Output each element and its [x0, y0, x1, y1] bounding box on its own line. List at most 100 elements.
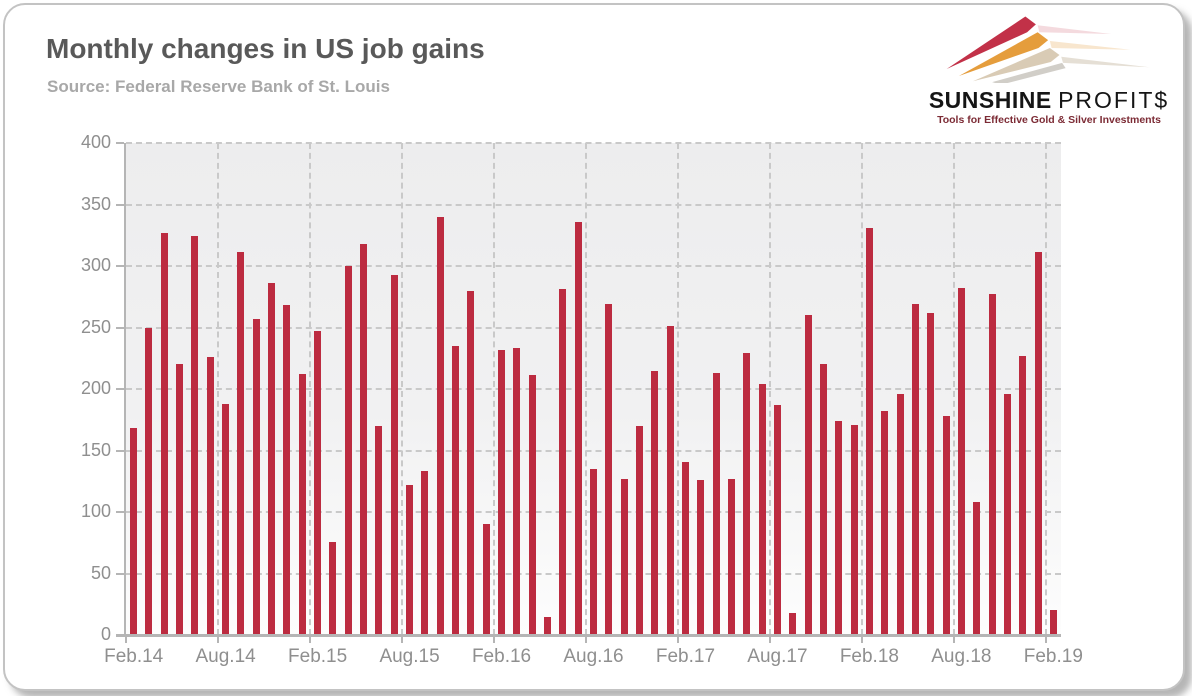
gridline-x: [216, 143, 219, 635]
bar-Jan.18: [850, 424, 858, 635]
gridline-y-300: [126, 265, 1061, 267]
bar-Feb.15: [314, 331, 322, 635]
gridline-x: [860, 143, 863, 635]
bar-Mar.17: [697, 480, 705, 635]
x-tick: [676, 635, 679, 643]
bar-Jun.14: [191, 236, 199, 635]
x-tick: [492, 635, 495, 643]
bar-May.14: [176, 364, 184, 635]
source-caption: Source: Federal Reserve Bank of St. Loui…: [47, 77, 390, 96]
x-tick: [308, 635, 311, 643]
x-tick: [1044, 635, 1047, 643]
bar-Aug.17: [773, 405, 781, 635]
x-tick-label: Aug.16: [563, 646, 624, 667]
bar-Aug.15: [406, 484, 414, 635]
bar-Apr.15: [344, 266, 352, 635]
y-tick-100: [116, 511, 124, 513]
bar-Mar.15: [329, 541, 337, 635]
y-tick-250: [116, 326, 124, 329]
x-tick: [584, 635, 587, 643]
bar-Jun.17: [743, 353, 751, 635]
bar-Dec.17: [835, 420, 843, 635]
x-tick-label: Aug.18: [931, 646, 992, 667]
bar-Oct.17: [804, 315, 812, 635]
bar-Jun.15: [375, 425, 383, 635]
bar-Jul.18: [942, 416, 950, 635]
y-tick-label: 150: [80, 439, 111, 460]
bar-Mar.16: [513, 348, 521, 635]
chart-card: Monthly changes in US job gains Source: …: [3, 3, 1185, 691]
page-title: Monthly changes in US job gains: [46, 33, 485, 64]
logo-arrows-icon: [946, 16, 1150, 85]
bar-Dec.18: [1019, 355, 1027, 635]
y-tick-350: [116, 203, 124, 206]
y-tick-label: 350: [80, 193, 111, 214]
bar-Feb.18: [865, 227, 873, 635]
x-tick: [125, 635, 127, 643]
sunshine-profits-logo: SUNSHINE PROFIT$ Tools for Effective Gol…: [923, 9, 1175, 126]
x-tick-label: Feb.17: [655, 646, 716, 667]
bar-Dec.15: [467, 290, 475, 635]
x-tick-label: Aug.15: [379, 646, 440, 667]
gridline-x: [1044, 143, 1047, 635]
bar-Jun.18: [927, 312, 935, 635]
x-tick-label: Aug.14: [195, 646, 256, 667]
gridline-x: [400, 143, 403, 635]
bar-chart: 0 50 100 150 200 250 300 350 400 Feb.14 Aug.14 Feb…: [5, 5, 1183, 689]
x-tick: [400, 635, 403, 643]
bar-Nov.16: [635, 425, 643, 635]
gridline-x: [768, 143, 771, 635]
bar-Apr.14: [160, 232, 168, 635]
bar-Jan.15: [298, 374, 306, 635]
bar-Aug.18: [957, 288, 965, 635]
bar-Sep.16: [605, 304, 613, 635]
x-tick: [952, 635, 955, 643]
x-tick: [860, 635, 863, 643]
bar-Oct.18: [988, 294, 996, 635]
x-tick: [216, 635, 219, 643]
y-tick-label: 200: [80, 378, 111, 398]
bar-Feb.17: [681, 461, 689, 635]
bar-Nov.18: [1003, 393, 1011, 635]
y-tick-150: [116, 449, 124, 452]
bar-Sep.15: [421, 471, 429, 635]
y-tick-label: 400: [80, 132, 111, 152]
logo-wordmark: SUNSHINE PROFIT$: [923, 88, 1175, 112]
bar-Sep.17: [789, 612, 797, 635]
logo-word-sunshine: SUNSHINE: [928, 87, 1052, 113]
gridline-x: [676, 143, 679, 635]
bar-Jul.17: [758, 384, 766, 635]
bar-Oct.14: [252, 318, 260, 635]
bar-Aug.14: [222, 403, 230, 635]
gridline-y-350: [126, 203, 1061, 206]
bar-Dec.14: [283, 305, 291, 635]
bar-Oct.15: [436, 216, 444, 635]
bar-Nov.15: [452, 345, 460, 635]
gridline-y-150: [126, 449, 1061, 452]
bar-Apr.16: [528, 375, 536, 635]
bar-May.18: [911, 304, 919, 635]
x-tick-label: Feb.19: [1023, 646, 1083, 667]
bar-Nov.14: [268, 283, 276, 635]
gridline-y-250: [126, 326, 1061, 329]
y-tick-label: 100: [80, 501, 111, 521]
y-tick-400: [116, 142, 124, 144]
bar-Mar.18: [881, 411, 889, 635]
bar-Jan.19: [1034, 252, 1042, 635]
bar-Apr.17: [712, 373, 720, 635]
x-tick-label: Aug.17: [747, 646, 808, 667]
x-axis-line: [116, 634, 1061, 637]
x-tick: [768, 635, 771, 643]
y-tick-label: 0: [100, 624, 111, 644]
gridline-y-400: [126, 142, 1061, 144]
y-tick-200: [116, 388, 124, 390]
logo-tagline: Tools for Effective Gold & Silver Invest…: [937, 114, 1161, 126]
bar-Feb.16: [498, 349, 506, 635]
bar-May.16: [544, 616, 552, 635]
gridline-x: [492, 143, 495, 635]
bar-Oct.16: [620, 478, 628, 635]
bar-Feb.19: [1049, 610, 1057, 635]
bar-Sep.18: [973, 502, 981, 635]
y-axis-line: [124, 143, 126, 635]
y-axis-labels: 0 50 100 150 200 250 300 350 400: [5, 132, 111, 644]
